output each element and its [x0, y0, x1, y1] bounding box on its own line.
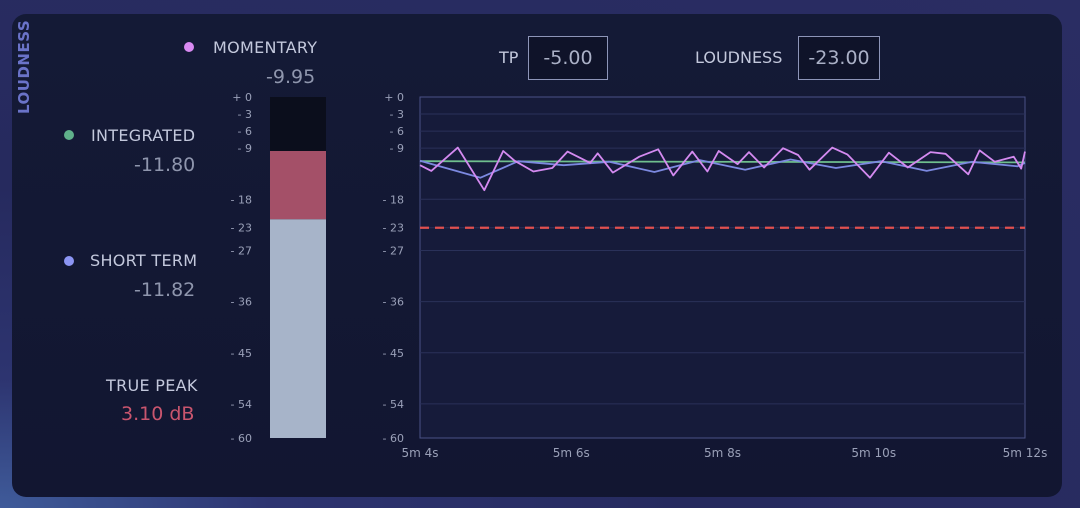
- short-term-value: -11.82: [134, 279, 196, 301]
- meter-tick-label: + 0: [232, 91, 252, 104]
- chart-y-tick-label: - 27: [383, 244, 404, 257]
- chart-x-tick-label: 5m 10s: [851, 446, 896, 460]
- meter-tick-label: - 18: [231, 193, 252, 206]
- short-term-label: SHORT TERM: [90, 251, 198, 270]
- true-peak-value: 3.10 dB: [121, 403, 195, 425]
- chart-y-tick-label: - 18: [383, 193, 404, 206]
- meter-tick-label: - 3: [238, 108, 252, 121]
- chart-x-tick-label: 5m 6s: [553, 446, 590, 460]
- chart-y-tick-label: - 3: [390, 108, 404, 121]
- chart-y-tick-label: - 36: [383, 296, 404, 309]
- short-term-dot: [64, 256, 74, 266]
- integrated-dot: [64, 130, 74, 140]
- chart-y-tick-label: + 0: [384, 91, 404, 104]
- chart-y-tick-label: - 54: [383, 398, 404, 411]
- meter-short-term-fill: [270, 219, 326, 438]
- loudness-history-chart: + 0 - 3 - 6 - 9 - 18 - 23 - 27 - 36 - 45 - 54 - 60…: [383, 91, 1048, 460]
- loudness-target-box[interactable]: -23.00: [798, 36, 880, 80]
- momentary-value: -9.95: [266, 66, 316, 88]
- chart-x-tick-label: 5m 12s: [1003, 446, 1048, 460]
- meter-scale: + 0 - 3 - 6 - 9 - 18 - 23 - 27 - 36 - 45 - 54 - 60: [231, 91, 252, 445]
- chart-x-tick-label: 5m 8s: [704, 446, 741, 460]
- chart-y-tick-label: - 60: [383, 432, 404, 445]
- meter-tick-label: - 54: [231, 398, 252, 411]
- meter-tick-label: - 9: [238, 142, 252, 155]
- meter-tick-label: - 36: [231, 296, 252, 309]
- series-line-integrated: [419, 160, 1026, 164]
- meter-momentary-fill: [270, 150, 326, 220]
- meter-tick-label: - 60: [231, 432, 252, 445]
- integrated-value: -11.80: [134, 154, 196, 176]
- integrated-label: INTEGRATED: [91, 126, 196, 145]
- level-meter: [270, 97, 326, 438]
- chart-y-tick-label: - 6: [390, 125, 404, 138]
- momentary-label: MOMENTARY: [213, 38, 318, 57]
- chart-y-tick-label: - 9: [390, 142, 404, 155]
- meter-tick-label: - 45: [231, 347, 252, 360]
- chart-y-tick-label: - 23: [383, 222, 404, 235]
- meter-tick-label: - 6: [238, 125, 252, 138]
- loudness-target-label: LOUDNESS: [695, 48, 783, 67]
- tp-value-box[interactable]: -5.00: [528, 36, 608, 80]
- series-line-momentary: [419, 146, 1026, 192]
- meter-tick-label: - 27: [231, 244, 252, 257]
- tp-label: TP: [499, 48, 519, 67]
- chart-x-tick-label: 5m 4s: [401, 446, 438, 460]
- meter-tick-label: - 23: [231, 222, 252, 235]
- true-peak-label: TRUE PEAK: [106, 376, 198, 395]
- momentary-dot: [184, 42, 194, 52]
- chart-y-tick-label: - 45: [383, 347, 404, 360]
